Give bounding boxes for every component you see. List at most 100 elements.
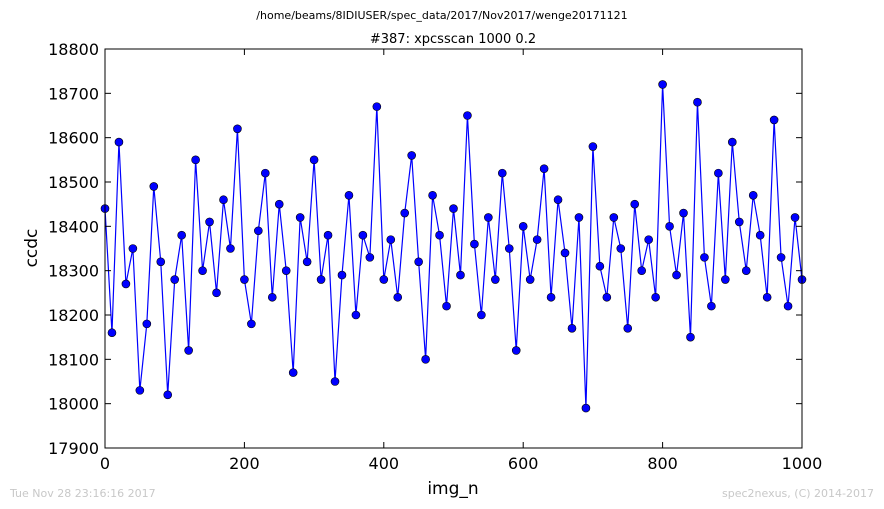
data-point — [219, 195, 228, 205]
data-point — [497, 168, 507, 178]
data-point — [693, 97, 702, 107]
data-point — [330, 377, 340, 386]
data-point — [379, 275, 389, 284]
data-point — [365, 253, 375, 262]
data-point — [588, 142, 598, 151]
data-point — [177, 230, 186, 240]
data-point — [386, 235, 396, 244]
data-point — [504, 244, 514, 253]
data-point — [435, 230, 444, 240]
data-point — [665, 222, 674, 231]
y-axis: 17900 18000 18100 18200 18300 18400 18500 18600… — [48, 40, 802, 458]
x-tick-label: 400 — [369, 454, 400, 473]
data-point — [727, 137, 737, 147]
x-tick-label: 800 — [647, 454, 678, 473]
data-point — [679, 208, 688, 218]
data-point — [372, 102, 382, 111]
y-tick-label: 18400 — [48, 217, 99, 236]
data-point — [700, 253, 709, 262]
data-point — [637, 266, 646, 275]
data-point — [581, 403, 591, 413]
data-point — [114, 137, 124, 147]
data-point — [755, 230, 765, 240]
data-point — [442, 301, 451, 311]
data-point — [623, 323, 633, 333]
data-point — [449, 204, 458, 213]
data-point — [470, 239, 479, 249]
data-point — [128, 244, 138, 253]
data-point — [553, 195, 563, 205]
data-point — [351, 310, 361, 320]
x-tick-label: 200 — [229, 454, 260, 473]
data-point — [267, 292, 277, 302]
data-point — [149, 182, 159, 191]
x-axis: 0 200 400 600 800 1000 — [100, 49, 822, 473]
data-point — [135, 386, 145, 395]
data-point — [170, 275, 179, 284]
data-point — [721, 275, 730, 284]
data-point — [714, 168, 723, 178]
y-tick-label: 18200 — [48, 306, 99, 325]
y-tick-label: 18600 — [48, 129, 99, 148]
data-point — [748, 191, 758, 200]
data-point — [463, 111, 472, 120]
data-point — [309, 155, 319, 165]
data-point — [212, 288, 221, 298]
data-point — [184, 346, 193, 355]
data-point — [121, 279, 131, 289]
data-point — [686, 332, 695, 342]
data-point — [107, 328, 117, 338]
data-point — [602, 292, 612, 302]
data-point — [546, 292, 556, 302]
data-point — [644, 235, 653, 244]
x-tick-label: 1000 — [782, 454, 823, 473]
data-point — [163, 390, 173, 400]
data-point — [226, 244, 235, 253]
data-point — [539, 164, 549, 173]
data-point — [191, 155, 200, 165]
data-point — [142, 319, 152, 329]
data-point — [672, 270, 681, 280]
data-point — [421, 355, 430, 364]
data-point — [337, 270, 347, 280]
data-point — [762, 292, 772, 302]
x-tick-label: 600 — [508, 454, 539, 473]
data-point — [302, 257, 312, 267]
y-tick-label: 18000 — [48, 395, 99, 414]
y-tick-label: 18800 — [48, 40, 99, 59]
data-point — [567, 323, 577, 333]
data-point — [518, 222, 528, 231]
data-point — [400, 208, 410, 218]
data-point — [734, 217, 744, 227]
data-point — [407, 151, 416, 160]
data-point — [574, 213, 584, 222]
data-point — [358, 230, 368, 240]
data-point — [156, 257, 166, 267]
data-point — [456, 270, 465, 280]
x-tick-label: 0 — [100, 454, 110, 473]
plot-series — [100, 80, 807, 413]
data-point — [428, 191, 437, 200]
data-point — [511, 346, 521, 355]
data-point — [393, 292, 403, 302]
data-point — [198, 266, 207, 275]
data-point — [741, 266, 751, 275]
data-point — [316, 275, 326, 284]
y-tick-label: 18700 — [48, 84, 99, 103]
data-point — [609, 213, 619, 222]
y-tick-label: 18500 — [48, 173, 99, 192]
data-point — [616, 244, 626, 253]
data-point — [254, 226, 263, 236]
data-point — [323, 230, 333, 240]
data-point — [658, 80, 667, 89]
data-point — [240, 275, 249, 284]
data-point — [274, 199, 284, 209]
data-point — [783, 301, 793, 311]
data-point — [344, 191, 354, 200]
y-axis-label: ccdc — [22, 229, 42, 268]
plot-frame — [104, 48, 803, 449]
footer-timestamp: Tue Nov 28 23:16:16 2017 — [9, 487, 156, 500]
data-point — [261, 168, 270, 178]
y-tick-label: 18100 — [48, 350, 99, 369]
data-point — [484, 213, 493, 222]
